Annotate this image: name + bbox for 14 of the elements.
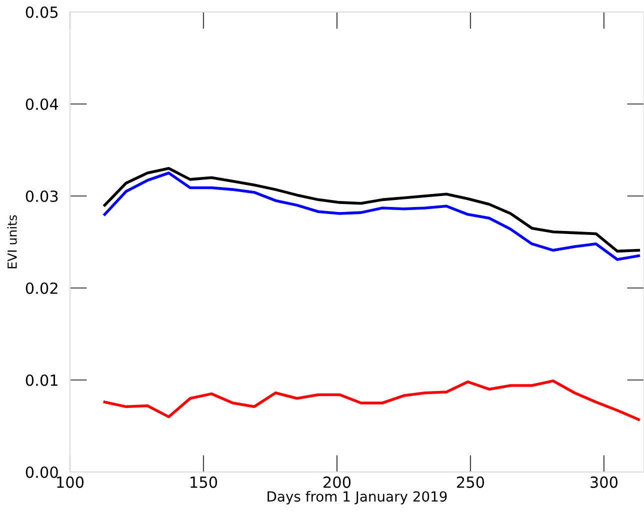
x-tick-label: 200 bbox=[324, 476, 351, 488]
y-axis-title: EVI units bbox=[7, 215, 17, 268]
x-axis-title: Days from 1 January 2019 bbox=[268, 490, 447, 504]
y-tick-label: 0.05 bbox=[26, 6, 58, 18]
x-tick-label: 150 bbox=[190, 476, 218, 488]
y-tick-label: 0.01 bbox=[26, 374, 58, 386]
y-tick-label: 0.02 bbox=[26, 282, 58, 294]
y-tick-label: 0.00 bbox=[26, 466, 58, 478]
y-tick-label: 0.03 bbox=[26, 190, 58, 202]
y-tick-label: 0.04 bbox=[26, 98, 58, 110]
line-series bbox=[103, 380, 640, 421]
x-tick-label: 100 bbox=[57, 476, 84, 488]
x-tick-label: 250 bbox=[457, 476, 484, 488]
x-tick-label: 300 bbox=[590, 476, 618, 488]
